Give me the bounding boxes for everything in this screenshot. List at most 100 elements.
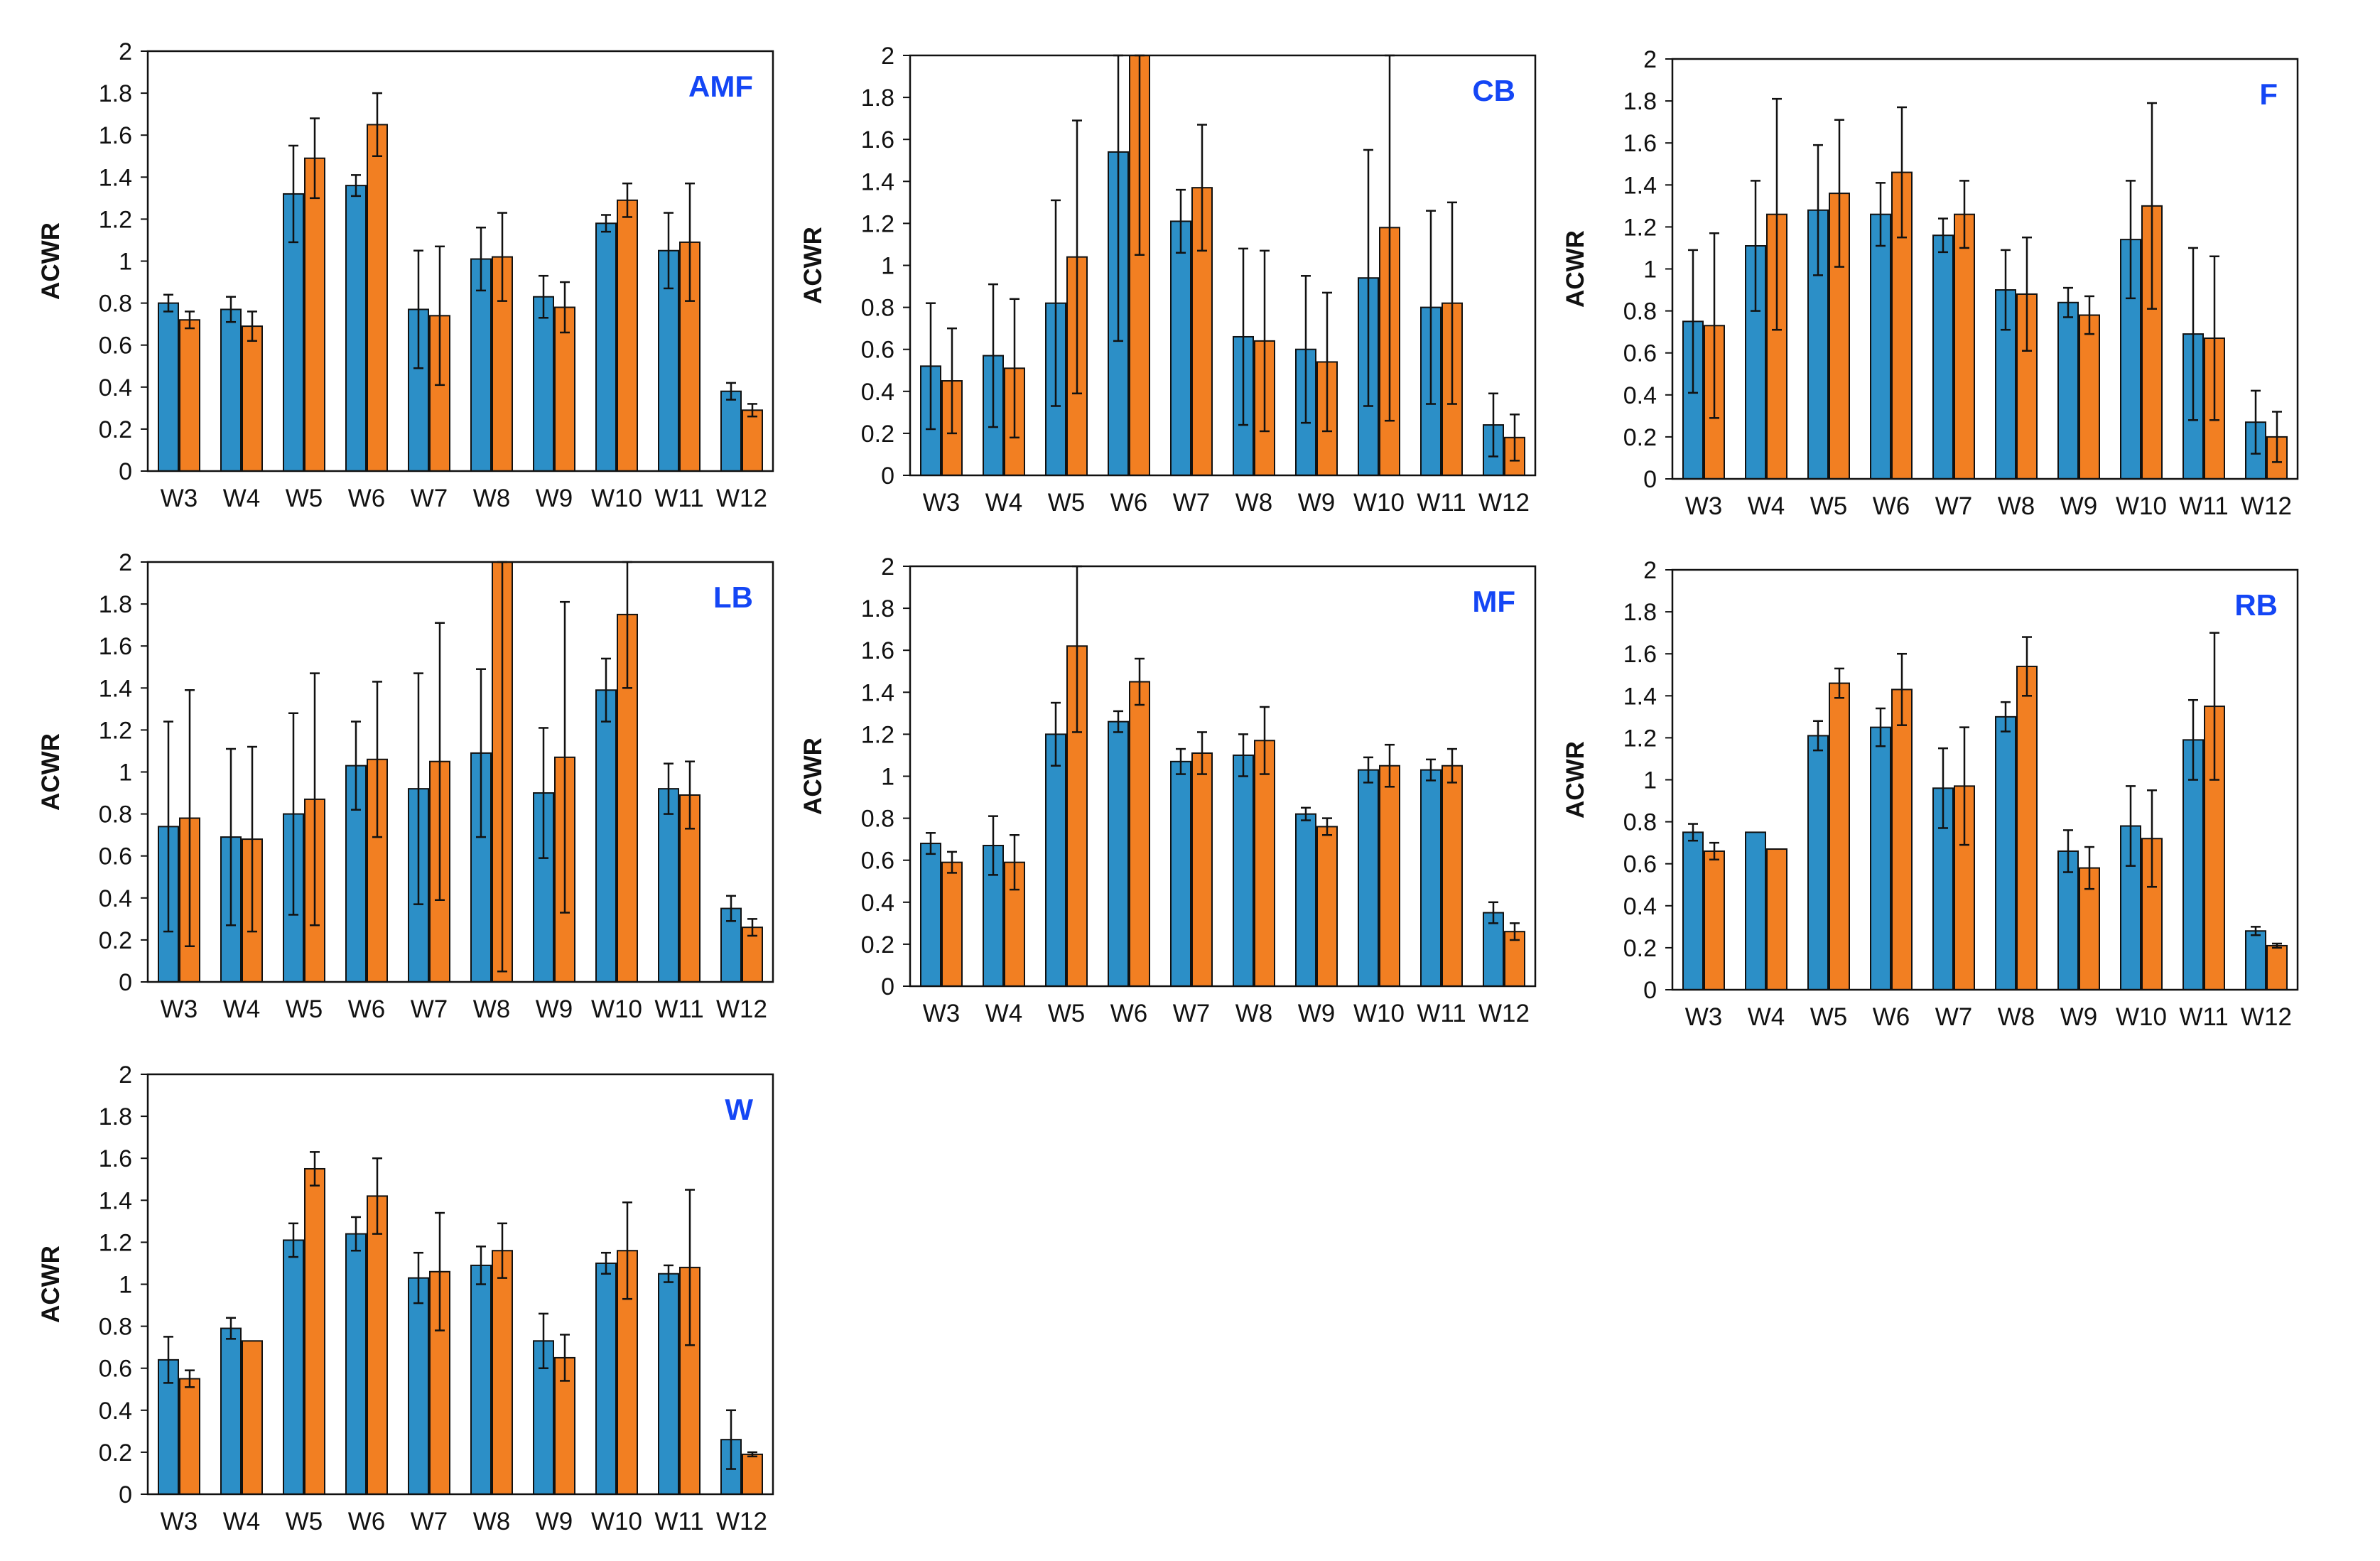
panel-mf: 0 0.2 0.4 0.6 0.8 1 1.2 1.4 1.6 1.8 2 ACWR W3 W4 W5 W6 W…	[799, 553, 1537, 1027]
y-tick-label: 0.2	[99, 1440, 132, 1467]
bar-series-1-w4	[1745, 831, 1766, 990]
bar-series-1-w11	[658, 788, 679, 983]
bar-series-2-w7	[1191, 752, 1213, 987]
x-tick-label: W9	[536, 995, 573, 1023]
y-tick-label: 1.2	[1623, 725, 1657, 752]
bar-series-1-w6	[345, 185, 367, 472]
x-tick-label: W12	[1478, 1000, 1530, 1027]
y-tick-label: 1.2	[99, 206, 132, 233]
y-tick-label: 0	[119, 969, 132, 996]
bar-series-1-w4	[220, 308, 242, 472]
x-tick-label: W12	[716, 485, 767, 512]
x-tick-label: W4	[223, 1508, 261, 1535]
bar-series-1-w6	[345, 1233, 367, 1495]
x-tick-label: W3	[923, 1000, 961, 1027]
y-tick-label: 0.6	[99, 1356, 132, 1383]
y-tick-label: 1.8	[861, 85, 894, 112]
panel-title: AMF	[688, 70, 753, 103]
x-tick-label: W11	[2179, 492, 2228, 520]
x-tick-label: W5	[286, 995, 323, 1023]
plot-frame	[1671, 568, 2299, 991]
y-tick-label: 1.4	[99, 675, 132, 702]
plot-frame	[146, 1073, 774, 1496]
bar-series-1-w9	[533, 296, 554, 472]
y-axis-label: ACWR	[37, 1246, 65, 1323]
x-tick-label: W7	[411, 995, 448, 1023]
y-tick-label: 0.6	[861, 337, 894, 364]
bar-series-1-w11	[2182, 739, 2204, 990]
bar-series-2-w12	[742, 409, 763, 472]
x-tick-label: W6	[348, 485, 386, 512]
y-tick-label: 0.6	[99, 333, 132, 360]
y-tick-label: 1	[881, 764, 894, 791]
x-tick-label: W9	[2060, 492, 2098, 520]
x-tick-label: W10	[2116, 1003, 2167, 1031]
bar-series-1-w11	[1420, 769, 1441, 987]
y-tick-label: 2	[119, 38, 132, 65]
y-tick-label: 1.4	[1623, 683, 1657, 710]
bar-series-1-w12	[720, 390, 742, 472]
bar-series-1-w9	[2057, 301, 2079, 480]
bar-series-1-w3	[920, 843, 941, 988]
x-tick-label: W7	[1173, 1000, 1211, 1027]
x-tick-label: W6	[1110, 1000, 1148, 1027]
x-tick-label: W8	[473, 485, 511, 512]
y-tick-label: 0	[1643, 466, 1657, 493]
y-tick-label: 0	[881, 463, 894, 490]
y-tick-label: 1.6	[99, 122, 132, 149]
y-tick-label: 1.8	[99, 80, 132, 107]
bar-series-1-w3	[158, 302, 179, 472]
x-tick-label: W11	[2179, 1003, 2228, 1031]
panel-rb: 0 0.2 0.4 0.6 0.8 1 1.2 1.4 1.6 1.8 2 ACWR W3 W4 W5 W6 W…	[1562, 557, 2299, 1031]
x-tick-label: W3	[161, 995, 198, 1023]
y-tick-label: 1	[119, 1272, 132, 1299]
y-axis-label: ACWR	[1562, 741, 1589, 819]
x-tick-label: W11	[654, 1508, 703, 1535]
y-tick-label: 0.8	[1623, 298, 1657, 325]
y-tick-label: 1	[119, 249, 132, 276]
x-tick-label: W11	[1417, 1000, 1466, 1027]
bar-series-1-w7	[1932, 234, 1954, 480]
bar-series-2-w10	[1379, 765, 1400, 987]
x-tick-label: W3	[161, 1508, 198, 1535]
bar-series-1-w6	[1870, 726, 1891, 990]
bar-series-2-w9	[2079, 314, 2100, 480]
bar-series-1-w8	[1995, 715, 2016, 990]
bar-series-1-w5	[283, 1239, 304, 1495]
panel-title: MF	[1472, 585, 1515, 618]
bar-series-1-w4	[220, 1327, 242, 1496]
panel-w: 0 0.2 0.4 0.6 0.8 1 1.2 1.4 1.6 1.8 2 ACWR W3 W4 W5 W6 W…	[37, 1062, 774, 1535]
bar-series-1-w5	[1807, 735, 1829, 990]
y-tick-label: 0.2	[99, 416, 132, 443]
panel-f: 0 0.2 0.4 0.6 0.8 1 1.2 1.4 1.6 1.8 2 ACWR W3 W4 W5 W6 W…	[1562, 46, 2299, 520]
x-tick-label: W5	[1048, 1000, 1086, 1027]
y-tick-label: 1.8	[99, 1103, 132, 1130]
bar-series-1-w10	[595, 1262, 617, 1495]
x-tick-label: W11	[654, 995, 703, 1023]
x-tick-label: W6	[1110, 489, 1148, 517]
bar-series-1-w6	[1108, 720, 1129, 987]
bar-series-2-w8	[2016, 665, 2038, 990]
panel-title: LB	[713, 580, 753, 614]
x-tick-label: W7	[411, 485, 448, 512]
plot-frame	[909, 54, 1537, 477]
y-tick-label: 0.2	[861, 931, 894, 958]
x-tick-label: W8	[1235, 489, 1273, 517]
y-tick-label: 0.6	[99, 843, 132, 870]
bar-series-2-w3	[941, 861, 963, 988]
x-tick-label: W10	[591, 485, 642, 512]
y-tick-label: 0.6	[861, 848, 894, 875]
x-tick-label: W4	[1748, 1003, 1785, 1031]
panel-lb: 0 0.2 0.4 0.6 0.8 1 1.2 1.4 1.6 1.8 2 ACWR W3 W4 W5 W6 W…	[37, 549, 774, 1023]
bar-series-1-w6	[1870, 213, 1891, 480]
bar-series-2-w5	[304, 157, 325, 472]
x-tick-label: W6	[348, 1508, 386, 1535]
y-tick-label: 0	[119, 458, 132, 485]
bar-series-1-w5	[1045, 733, 1066, 988]
plot-frame	[909, 565, 1537, 988]
bar-series-2-w12	[2266, 944, 2288, 990]
bar-series-2-w3	[179, 319, 200, 472]
y-tick-label: 1.2	[99, 717, 132, 744]
bar-series-2-w5	[1829, 682, 1850, 990]
y-tick-label: 0.4	[1623, 382, 1657, 409]
